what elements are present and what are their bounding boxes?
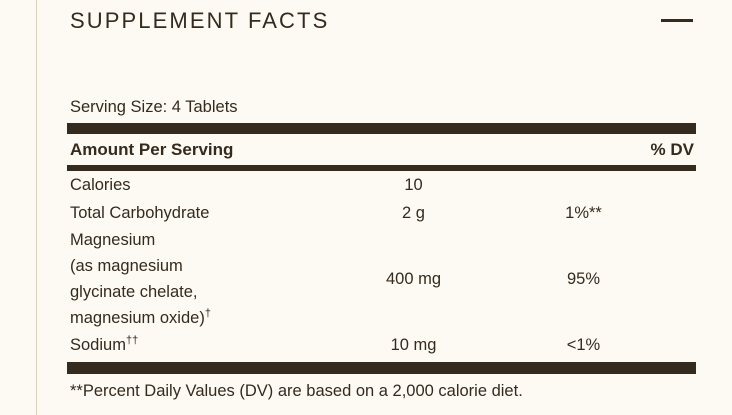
- nutrient-source-line-3-text: magnesium oxide): [70, 309, 205, 327]
- serving-size-line: Serving Size: 4 Tablets: [70, 98, 238, 116]
- nutrient-name-main: Magnesium: [70, 231, 156, 249]
- daily-value-footnote: **Percent Daily Values (DV) are based on…: [70, 382, 523, 400]
- nutrient-name-text: Sodium: [70, 336, 126, 354]
- table-header-row: Amount Per Serving % DV: [67, 134, 696, 165]
- page-title: SUPPLEMENT FACTS: [70, 8, 330, 33]
- nutrient-source-line-3: magnesium oxide)†: [70, 305, 316, 331]
- nutrient-amount: 2 g: [402, 203, 425, 222]
- table-row: Magnesium (as magnesium glycinate chelat…: [67, 227, 696, 331]
- supplement-facts-header[interactable]: SUPPLEMENT FACTS: [70, 6, 696, 40]
- nutrient-name: Sodium††: [70, 332, 316, 358]
- column-header-percent-dv: % DV: [650, 139, 694, 159]
- nutrient-source-line-2: glycinate chelate,: [70, 283, 198, 301]
- nutrient-amount: 400 mg: [385, 269, 442, 288]
- nutrient-dv: 95%: [566, 269, 601, 288]
- table-row: Sodium†† 10 mg <1%: [67, 331, 696, 359]
- nutrient-dv: 1%**: [565, 203, 602, 222]
- nutrient-name: Calories: [70, 176, 131, 194]
- double-dagger-mark: ††: [125, 334, 139, 347]
- nutrient-amount: 10 mg: [390, 335, 437, 354]
- nutrient-name: Total Carbohydrate: [70, 204, 210, 222]
- table-header-underline: [67, 165, 696, 171]
- nutrient-name: Magnesium (as magnesium glycinate chelat…: [70, 227, 316, 331]
- left-vertical-rule: [36, 0, 37, 415]
- table-top-rule: [67, 123, 696, 134]
- supplement-facts-table: Serving Size: 4 Tablets Amount Per Servi…: [67, 96, 696, 402]
- minus-icon: [661, 19, 693, 22]
- column-header-amount-per-serving: Amount Per Serving: [70, 139, 234, 159]
- table-row: Calories 10: [67, 171, 696, 199]
- nutrient-source-line-1: (as magnesium: [70, 257, 183, 275]
- dagger-mark: †: [204, 307, 211, 320]
- nutrient-amount: 10: [404, 175, 423, 194]
- table-bottom-rule: [67, 362, 696, 374]
- table-row: Total Carbohydrate 2 g 1%**: [67, 199, 696, 227]
- nutrient-dv: <1%: [566, 335, 601, 354]
- collapse-toggle-button[interactable]: [652, 6, 696, 36]
